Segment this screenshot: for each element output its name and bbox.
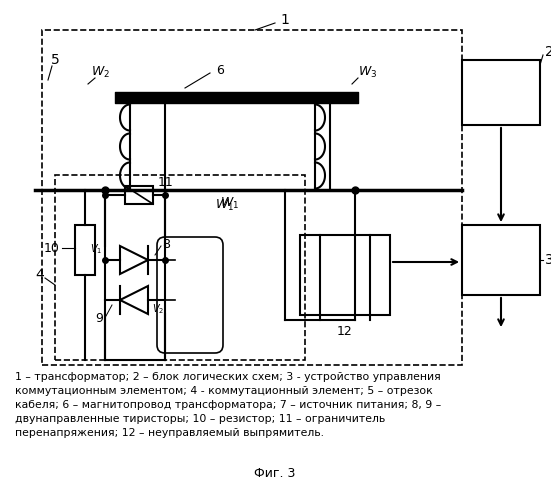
Text: перенапряжения; 12 – неуправляемый выпрямитель.: перенапряжения; 12 – неуправляемый выпря… xyxy=(15,428,324,438)
Text: кабеля; 6 – магнитопровод трансформатора; 7 – источник питания; 8, 9 –: кабеля; 6 – магнитопровод трансформатора… xyxy=(15,400,441,410)
Text: 9: 9 xyxy=(95,312,103,324)
Text: 1: 1 xyxy=(280,13,289,27)
Text: 12: 12 xyxy=(337,325,353,338)
Bar xyxy=(125,186,153,204)
Text: 3: 3 xyxy=(545,253,551,267)
Text: $W_1$: $W_1$ xyxy=(220,196,240,210)
Text: $W_2$: $W_2$ xyxy=(90,64,110,80)
Text: $V_1$: $V_1$ xyxy=(90,242,102,256)
Text: $V_2$: $V_2$ xyxy=(152,302,164,316)
Text: 10: 10 xyxy=(44,242,60,254)
Bar xyxy=(300,235,390,315)
Text: 2: 2 xyxy=(545,45,551,59)
Text: 11: 11 xyxy=(158,176,174,188)
Text: $W_1$: $W_1$ xyxy=(215,198,235,212)
Bar xyxy=(462,60,540,125)
Text: коммутационным элементом; 4 - коммутационный элемент; 5 – отрезок: коммутационным элементом; 4 - коммутацио… xyxy=(15,386,433,396)
Bar xyxy=(462,225,540,295)
Text: 5: 5 xyxy=(51,53,60,67)
Text: 6: 6 xyxy=(216,64,224,76)
Text: двунаправленные тиристоры; 10 – резистор; 11 – ограничитель: двунаправленные тиристоры; 10 – резистор… xyxy=(15,414,385,424)
Bar xyxy=(42,30,462,365)
Bar xyxy=(75,225,95,275)
Text: 1 – трансформатор; 2 – блок логических схем; 3 - устройство управления: 1 – трансформатор; 2 – блок логических с… xyxy=(15,372,441,382)
Text: 8: 8 xyxy=(162,238,170,250)
Bar xyxy=(105,190,360,195)
Text: 4: 4 xyxy=(36,268,45,282)
Text: Фиг. 3: Фиг. 3 xyxy=(255,467,296,480)
Text: $W_3$: $W_3$ xyxy=(358,64,377,80)
Bar xyxy=(55,175,305,360)
